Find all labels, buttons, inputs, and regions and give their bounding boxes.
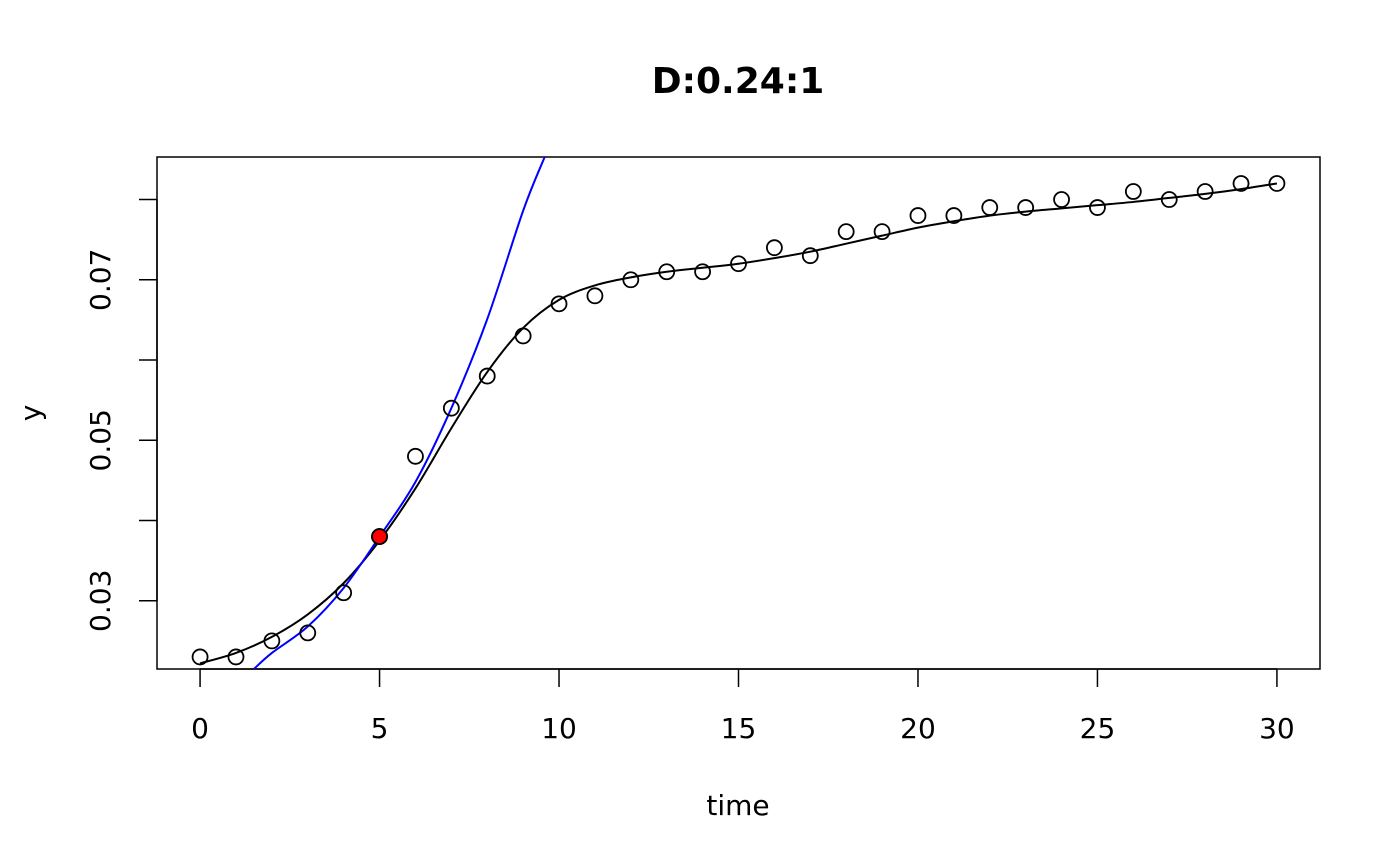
x-tick-label: 20 <box>900 712 936 745</box>
data-point <box>1017 199 1035 216</box>
data-point <box>622 271 640 289</box>
data-point <box>586 287 604 305</box>
x-tick-label: 0 <box>191 712 209 745</box>
data-point <box>837 223 855 241</box>
x-tick-label: 5 <box>371 712 389 745</box>
exponential-fit-line <box>253 157 546 669</box>
data-point <box>1053 191 1070 208</box>
data-point <box>873 223 891 241</box>
y-tick-label: 0.07 <box>84 249 117 311</box>
data-point <box>299 624 317 642</box>
data-point <box>1268 175 1286 192</box>
data-point <box>1196 183 1214 200</box>
data-point <box>694 263 712 281</box>
data-point <box>191 648 209 666</box>
x-axis: 0 5 10 15 20 25 30 <box>191 668 1295 745</box>
data-point <box>335 584 353 602</box>
highlighted-point <box>371 528 388 545</box>
data-point <box>442 399 460 417</box>
x-axis-label: time <box>706 789 769 822</box>
y-axis: 0.03 0.05 0.07 <box>84 198 158 632</box>
data-point <box>550 295 568 313</box>
data-point <box>1160 191 1178 208</box>
y-axis-label: y <box>14 405 47 422</box>
data-point <box>1232 175 1250 192</box>
chart-title: D:0.24:1 <box>652 61 825 102</box>
y-tick-label: 0.05 <box>84 409 117 471</box>
data-point <box>981 199 999 216</box>
x-tick-label: 25 <box>1080 712 1116 745</box>
x-tick-label: 10 <box>541 712 577 745</box>
data-point <box>227 648 245 666</box>
data-point <box>765 239 783 257</box>
data-point <box>514 327 532 345</box>
data-point <box>478 367 496 385</box>
data-point <box>1089 199 1106 216</box>
data-point <box>801 247 819 265</box>
data-point <box>945 207 963 224</box>
plot-frame <box>156 156 1321 670</box>
data-point <box>1124 183 1142 200</box>
x-tick-label: 30 <box>1259 712 1295 745</box>
x-tick-label: 15 <box>721 712 757 745</box>
data-point <box>730 255 747 273</box>
plot-area <box>191 157 1286 669</box>
data-point <box>263 632 281 650</box>
y-tick-label: 0.03 <box>84 570 117 632</box>
data-point <box>407 447 424 465</box>
data-point <box>909 207 927 224</box>
data-point <box>658 263 676 281</box>
